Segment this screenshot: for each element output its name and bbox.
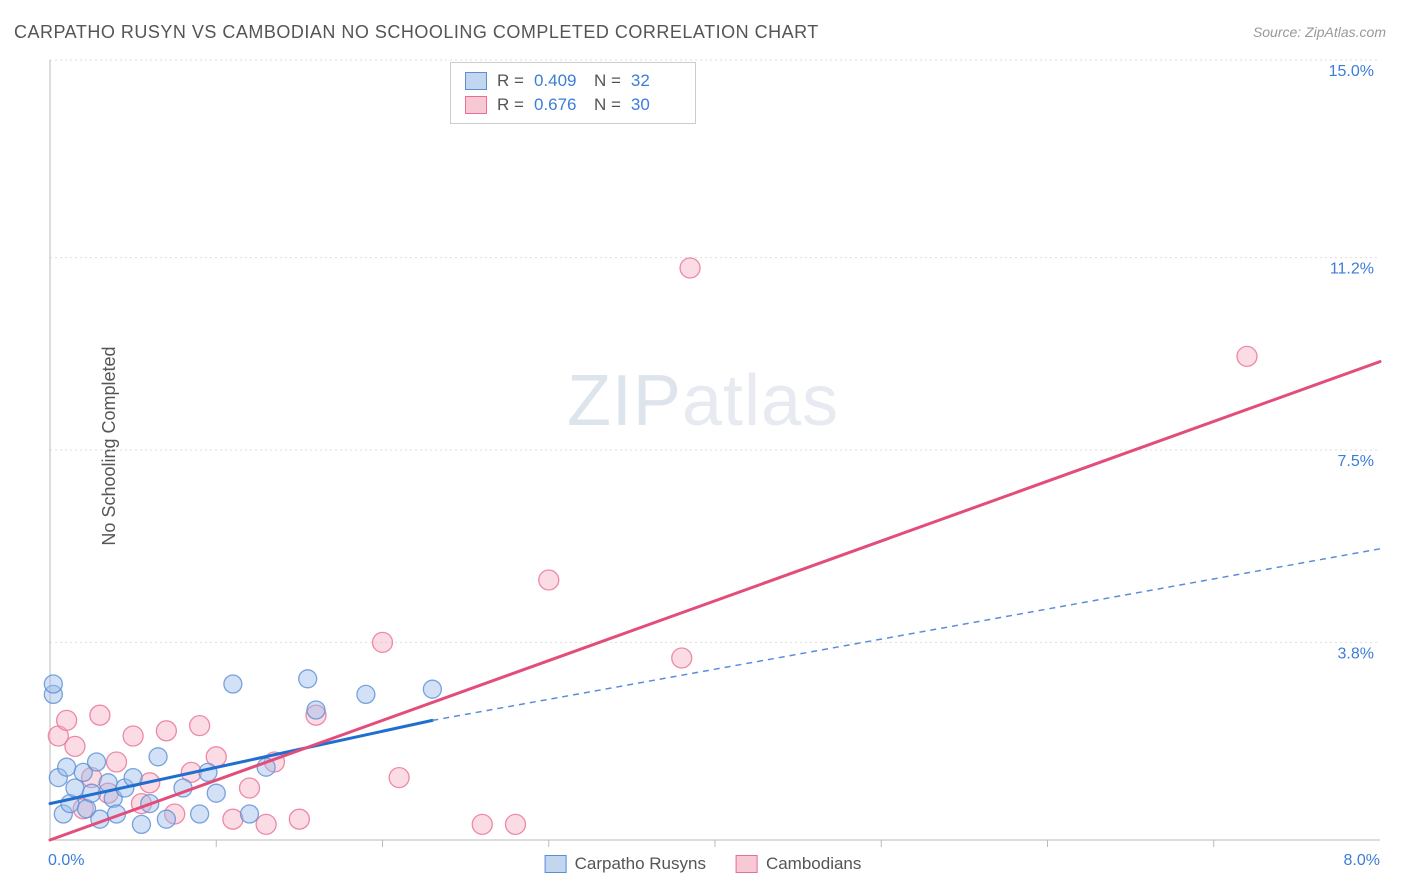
svg-text:7.5%: 7.5% [1338,453,1374,470]
legend-label: Carpatho Rusyns [575,854,706,874]
n-value: 30 [631,93,681,117]
stats-legend-box: R = 0.409 N = 32 R = 0.676 N = 30 [450,62,696,124]
bottom-legend: Carpatho Rusyns Cambodians [545,854,862,874]
svg-text:3.8%: 3.8% [1338,645,1374,662]
n-label: N = [594,69,621,93]
svg-text:11.2%: 11.2% [1330,261,1374,278]
n-label: N = [594,93,621,117]
legend-swatch [465,96,487,114]
x-axis-max-label: 8.0% [1344,852,1380,870]
r-value: 0.409 [534,69,584,93]
legend-label: Cambodians [766,854,861,874]
svg-text:15.0%: 15.0% [1329,63,1374,80]
legend-swatch [736,855,758,873]
legend-swatch [545,855,567,873]
r-label: R = [497,93,524,117]
legend-swatch [465,72,487,90]
r-value: 0.676 [534,93,584,117]
n-value: 32 [631,69,681,93]
stats-row: R = 0.409 N = 32 [465,69,681,93]
legend-item: Carpatho Rusyns [545,854,706,874]
stats-row: R = 0.676 N = 30 [465,93,681,117]
x-axis-min-label: 0.0% [48,852,84,870]
legend-item: Cambodians [736,854,861,874]
r-label: R = [497,69,524,93]
scatter-chart: 3.8% 7.5% 11.2% 15.0% [0,0,1406,892]
